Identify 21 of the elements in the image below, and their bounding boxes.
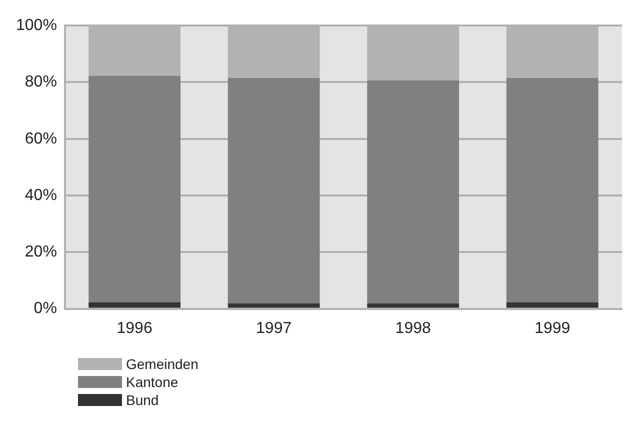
y-tick-label: 80% [24,74,57,91]
x-tick-label: 1996 [116,320,152,337]
y-tick-label: 20% [24,244,57,261]
y-tick-label: 60% [24,130,57,148]
x-tick-label: 1998 [395,320,431,337]
bar [506,302,598,308]
y-tick-label: 100% [16,17,57,34]
legend-label: Gemeinden [126,356,198,372]
legend-label: Kantone [126,374,178,390]
bar [228,303,320,308]
bar [88,302,181,308]
bar [367,303,460,308]
x-tick-label: 1997 [256,320,292,337]
y-tick-label: 40% [24,186,57,204]
bar [506,78,598,302]
y-tick-label: 0% [34,300,57,318]
bar [88,76,181,302]
bar [228,78,320,304]
legend-label: Bund [126,392,159,408]
bar [367,80,460,304]
x-tick-label: 1999 [534,320,570,337]
